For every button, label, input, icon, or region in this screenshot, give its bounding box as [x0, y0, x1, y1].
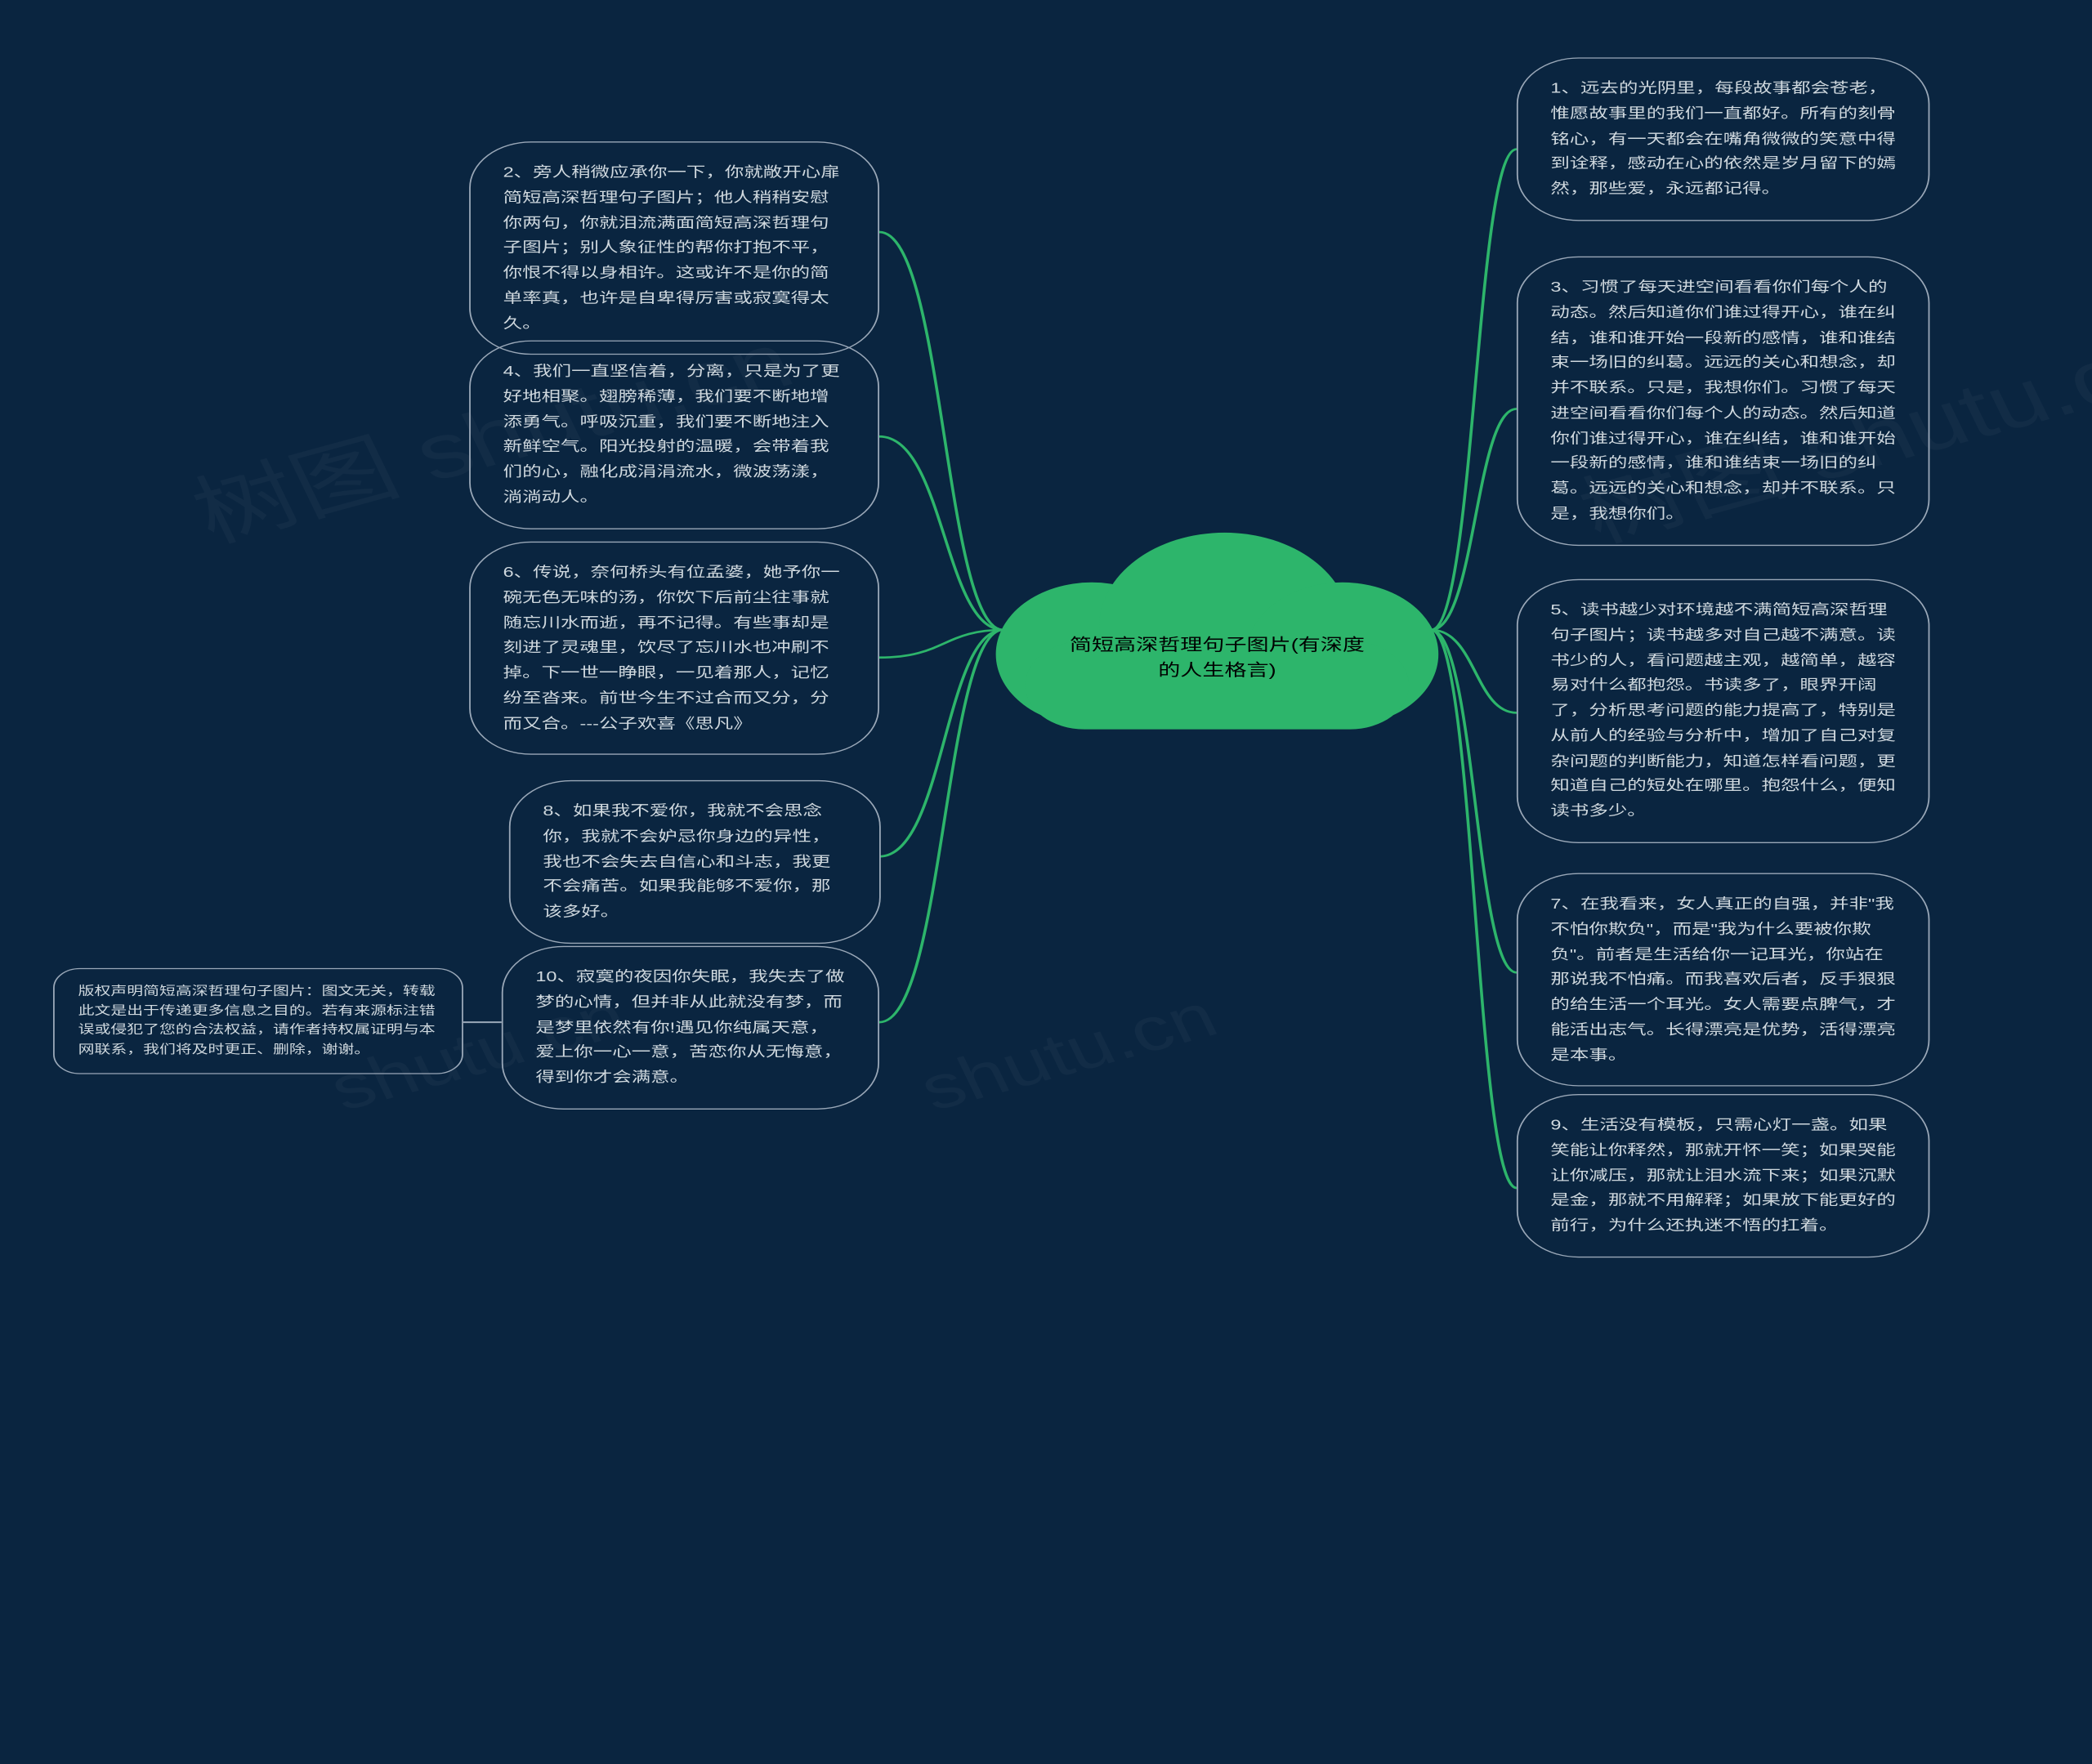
node-text: 8、如果我不爱你，我就不会思念你，我就不会妒忌你身边的异性，我也不会失去自信心和…: [543, 802, 830, 919]
node-text: 2、旁人稍微应承你一下，你就敞开心扉简短高深哲理句子图片；他人稍稍安慰你两句，你…: [503, 163, 840, 331]
node-text: 6、传说，奈何桥头有位孟婆，她予你一碗无色无味的汤，你饮下后前尘往事就随忘川水而…: [503, 564, 840, 731]
center-cloud: 简短高深哲理句子图片(有深度的人生格言): [996, 521, 1439, 743]
node-text: 3、习惯了每天进空间看看你们每个人的动态。然后知道你们谁过得开心，谁在纠结，谁和…: [1550, 279, 1895, 521]
node-10: 10、寂寞的夜因你失眠，我失去了做梦的心情，但并非从此就没有梦，而是梦里依然有你…: [502, 946, 879, 1110]
node-text: 4、我们一直坚信着，分离，只是为了更好地相聚。翅膀稀薄，我们要不断地增添勇气。呼…: [503, 363, 840, 505]
node-6: 6、传说，奈何桥头有位孟婆，她予你一碗无色无味的汤，你饮下后前尘往事就随忘川水而…: [469, 542, 879, 755]
node-9: 9、生活没有模板，只需心灯一盏。如果笑能让你释然，那就开怀一笑；如果哭能让你减压…: [1517, 1094, 1930, 1257]
node-text: 1、远去的光阴里，每段故事都会苍老，惟愿故事里的我们一直都好。所有的刻骨铭心，有…: [1550, 79, 1895, 196]
node-8: 8、如果我不爱你，我就不会思念你，我就不会妒忌你身边的异性，我也不会失去自信心和…: [509, 780, 881, 944]
copyright-node: 版权声明简短高深哲理句子图片：图文无关，转载此文是出于传递更多信息之目的。若有来…: [53, 968, 463, 1074]
node-text: 9、生活没有模板，只需心灯一盏。如果笑能让你释然，那就开怀一笑；如果哭能让你减压…: [1550, 1116, 1895, 1233]
node-text: 7、在我看来，女人真正的自强，并非"我不怕你欺负"，而是"我为什么要被你欺负"。…: [1550, 895, 1895, 1063]
node-7: 7、在我看来，女人真正的自强，并非"我不怕你欺负"，而是"我为什么要被你欺负"。…: [1517, 873, 1930, 1087]
node-1: 1、远去的光阴里，每段故事都会苍老，惟愿故事里的我们一直都好。所有的刻骨铭心，有…: [1517, 57, 1930, 221]
node-5: 5、读书越少对环境越不满简短高深哲理句子图片；读书越多对自己越不满意。读书少的人…: [1517, 579, 1930, 843]
node-2: 2、旁人稍微应承你一下，你就敞开心扉简短高深哲理句子图片；他人稍稍安慰你两句，你…: [469, 141, 879, 355]
center-title: 简短高深哲理句子图片(有深度的人生格言): [1070, 634, 1365, 684]
watermark: shutu.cn: [908, 980, 1228, 1125]
copyright-text: 版权声明简短高深哲理句子图片：图文无关，转载此文是出于传递更多信息之目的。若有来…: [78, 985, 436, 1056]
node-text: 10、寂寞的夜因你失眠，我失去了做梦的心情，但并非从此就没有梦，而是梦里依然有你…: [535, 968, 844, 1085]
node-4: 4、我们一直坚信着，分离，只是为了更好地相聚。翅膀稀薄，我们要不断地增添勇气。呼…: [469, 341, 879, 529]
node-3: 3、习惯了每天进空间看看你们每个人的动态。然后知道你们谁过得开心，谁在纠结，谁和…: [1517, 257, 1930, 546]
node-text: 5、读书越少对环境越不满简短高深哲理句子图片；读书越多对自己越不满意。读书少的人…: [1550, 601, 1895, 819]
